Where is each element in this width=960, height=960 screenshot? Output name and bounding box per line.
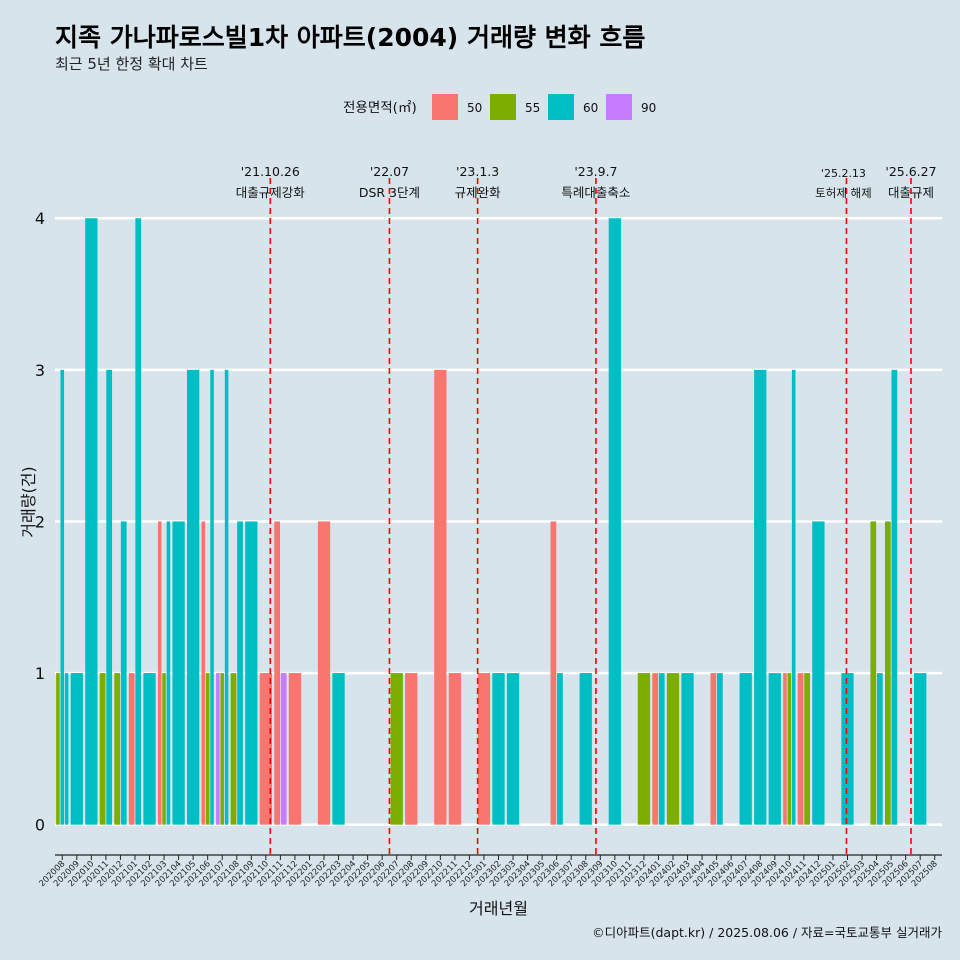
legend-label-55: 55 bbox=[525, 101, 540, 115]
bar bbox=[70, 673, 83, 825]
y-axis-title: 거래량(건) bbox=[19, 466, 38, 537]
legend-label-90: 90 bbox=[641, 101, 656, 115]
bar bbox=[332, 673, 345, 825]
page-subtitle: 최근 5년 한정 확대 차트 bbox=[55, 55, 208, 73]
bar bbox=[914, 673, 927, 825]
bar bbox=[56, 673, 60, 825]
bar bbox=[230, 673, 237, 825]
bar bbox=[652, 673, 659, 825]
event-date-label: '25.6.27 bbox=[885, 164, 936, 179]
event-label: DSR 3단계 bbox=[359, 185, 420, 200]
bar bbox=[288, 673, 302, 825]
bar bbox=[220, 673, 225, 825]
bar bbox=[224, 369, 229, 825]
bar bbox=[172, 521, 185, 825]
bar bbox=[557, 673, 563, 825]
bar bbox=[876, 673, 883, 825]
event-date-label: '23.9.7 bbox=[574, 164, 617, 179]
bar bbox=[317, 521, 331, 825]
bar bbox=[870, 521, 877, 825]
bar bbox=[99, 673, 106, 825]
bar bbox=[434, 369, 447, 825]
bar bbox=[280, 673, 287, 825]
bar bbox=[201, 521, 206, 825]
legend-label-50: 50 bbox=[467, 101, 482, 115]
bar bbox=[804, 673, 811, 825]
event-label: 규제완화 bbox=[455, 185, 502, 200]
bar bbox=[797, 673, 804, 825]
bar bbox=[157, 521, 162, 825]
bar bbox=[884, 521, 891, 825]
bar bbox=[666, 673, 680, 825]
bar bbox=[205, 673, 210, 825]
event-date-label: '23.1.3 bbox=[456, 164, 499, 179]
bar bbox=[579, 673, 592, 825]
bar bbox=[114, 673, 121, 825]
bar bbox=[128, 673, 135, 825]
bar bbox=[637, 673, 651, 825]
bar bbox=[405, 673, 418, 825]
bar bbox=[120, 521, 127, 825]
bar bbox=[390, 673, 403, 825]
bar bbox=[60, 369, 65, 825]
bar bbox=[787, 673, 792, 825]
bar bbox=[506, 673, 520, 825]
bar bbox=[791, 369, 796, 825]
bar bbox=[143, 673, 156, 825]
bar bbox=[739, 673, 752, 825]
bar bbox=[448, 673, 462, 825]
bar bbox=[186, 369, 200, 825]
bar bbox=[135, 218, 142, 825]
legend-key-55 bbox=[490, 94, 516, 120]
bar bbox=[754, 369, 767, 825]
bar bbox=[492, 673, 505, 825]
x-axis-title: 거래년월 bbox=[469, 899, 528, 918]
bar bbox=[608, 218, 621, 825]
page-title: 지족 가나파로스빌1차 아파트(2004) 거래량 변화 흐름 bbox=[55, 23, 646, 52]
legend-key-90 bbox=[606, 94, 632, 120]
bar bbox=[64, 673, 69, 825]
bar bbox=[717, 673, 723, 825]
event-label: 토허제 해제 bbox=[815, 186, 872, 200]
bar bbox=[162, 673, 166, 825]
bar bbox=[210, 369, 214, 825]
event-label: 대출규제 bbox=[888, 185, 934, 200]
source-caption: ©디아파트(dapt.kr) / 2025.08.06 / 자료=국토교통부 실… bbox=[592, 925, 942, 940]
bar bbox=[237, 521, 243, 825]
bar bbox=[166, 521, 171, 825]
event-label: 특례대출축소 bbox=[561, 185, 630, 200]
bar bbox=[841, 673, 854, 825]
legend-title: 전용면적(㎡) bbox=[343, 100, 417, 116]
bar bbox=[216, 673, 220, 825]
bar bbox=[259, 673, 272, 825]
bar bbox=[768, 673, 781, 825]
event-date-label: '21.10.26 bbox=[241, 164, 300, 179]
bar bbox=[812, 521, 825, 825]
bar bbox=[681, 673, 694, 825]
y-tick-label: 2 bbox=[35, 512, 45, 531]
bar bbox=[550, 521, 557, 825]
bar bbox=[477, 673, 491, 825]
bar bbox=[783, 673, 787, 825]
bar bbox=[658, 673, 665, 825]
event-date-label: '22.07 bbox=[370, 164, 409, 179]
y-tick-label: 0 bbox=[35, 816, 45, 835]
bar bbox=[85, 218, 98, 825]
bar bbox=[891, 369, 898, 825]
legend-label-60: 60 bbox=[583, 101, 598, 115]
y-tick-label: 1 bbox=[35, 664, 45, 683]
bar bbox=[710, 673, 717, 825]
bar bbox=[245, 521, 258, 825]
event-date-label: '25.2.13 bbox=[821, 167, 866, 180]
event-label: 대출규제강화 bbox=[236, 185, 306, 200]
bar bbox=[274, 521, 280, 825]
y-tick-label: 3 bbox=[35, 361, 45, 380]
bar bbox=[106, 369, 113, 825]
legend-key-60 bbox=[548, 94, 574, 120]
legend-key-50 bbox=[432, 94, 458, 120]
y-tick-label: 4 bbox=[35, 209, 45, 228]
